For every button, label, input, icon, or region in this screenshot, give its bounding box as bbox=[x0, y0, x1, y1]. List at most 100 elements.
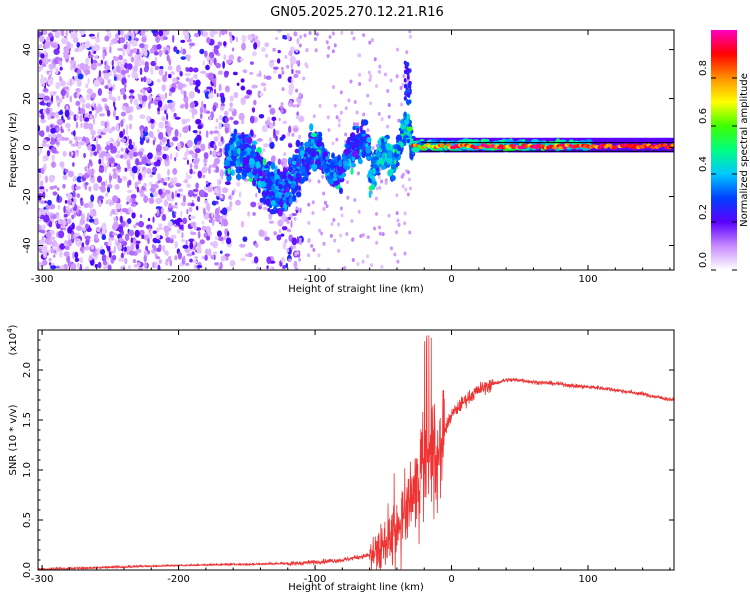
spectrogram-noise-cell bbox=[135, 248, 142, 254]
spectrogram-carrier-cell bbox=[303, 153, 308, 158]
spectrogram-noise-cell bbox=[216, 92, 219, 98]
spectrogram-noise-cell bbox=[152, 192, 158, 198]
spectrogram-noise-cell bbox=[77, 73, 84, 80]
spectrogram-noise-cell bbox=[120, 147, 124, 152]
spectrogram-noise-cell bbox=[242, 236, 248, 242]
spectrogram-carrier-cell bbox=[238, 135, 243, 140]
spectrogram-noise-cell bbox=[299, 35, 303, 40]
spectrogram-noise-cell bbox=[135, 72, 139, 80]
spectrogram-noise-cell bbox=[280, 257, 286, 263]
spectrogram-noise-cell bbox=[124, 257, 128, 265]
spectrogram-noise-cell bbox=[139, 229, 145, 236]
spectrogram-noise-cell bbox=[181, 232, 184, 239]
spectrogram-noise-cell bbox=[45, 52, 48, 58]
spectrogram-noise-cell bbox=[320, 231, 324, 236]
spectrogram-noise-cell bbox=[168, 202, 172, 209]
spectrogram-noise-cell bbox=[191, 251, 195, 256]
spectrogram-noise-cell bbox=[344, 132, 348, 137]
spectrogram-carrier-cell bbox=[261, 190, 267, 198]
spectrogram-carrier-cell bbox=[301, 158, 305, 165]
x-tick-label: 100 bbox=[578, 274, 597, 285]
spectrogram-noise-cell bbox=[164, 109, 167, 115]
spectrogram-noise-cell bbox=[85, 238, 90, 246]
spectrogram-noise-cell bbox=[214, 236, 219, 240]
spectrogram-noise-cell bbox=[65, 205, 70, 211]
spectrogram-noise-cell bbox=[164, 250, 169, 256]
spectrogram-noise-cell bbox=[67, 198, 71, 206]
spectrogram-noise-cell bbox=[51, 95, 54, 103]
spectrogram-noise-cell bbox=[59, 250, 63, 258]
spectrogram-noise-cell bbox=[223, 110, 229, 117]
spectrogram-carrier-cell bbox=[287, 166, 293, 172]
spectrogram-noise-cell bbox=[58, 230, 65, 239]
spectrogram-noise-cell bbox=[132, 47, 138, 54]
spectrogram-noise-cell bbox=[143, 43, 149, 50]
spectrogram-carrier-cell bbox=[294, 148, 300, 154]
spectrogram-noise-cell bbox=[347, 98, 351, 103]
spectrogram-noise-cell bbox=[289, 55, 296, 64]
spectrogram-noise-cell bbox=[189, 215, 196, 220]
spectrogram-noise-cell bbox=[274, 36, 279, 40]
spectrogram-noise-cell bbox=[140, 77, 144, 82]
spectrogram-carrier-cell bbox=[356, 146, 361, 151]
spectrogram-noise-cell bbox=[143, 50, 148, 57]
spectrogram-noise-cell bbox=[202, 60, 205, 66]
spectrogram-noise-cell bbox=[57, 205, 61, 210]
spectrogram-noise-cell bbox=[163, 46, 166, 54]
spectrogram-noise-cell bbox=[307, 239, 311, 244]
spectrogram-noise-cell bbox=[60, 89, 66, 97]
spectrogram-carrier-cell bbox=[224, 143, 230, 152]
spectrogram-noise-cell bbox=[332, 217, 336, 222]
spectrogram-noise-cell bbox=[134, 30, 139, 35]
spectrogram-noise-cell bbox=[128, 264, 131, 270]
spectrogram-noise-cell bbox=[104, 121, 108, 129]
spectrogram-noise-cell bbox=[55, 95, 60, 101]
x-tick-label: -100 bbox=[304, 574, 327, 585]
spectrogram-noise-cell bbox=[219, 195, 224, 199]
spectrogram-noise-cell bbox=[370, 263, 374, 268]
spectrogram-carrier-cell bbox=[338, 159, 342, 165]
spectrogram-noise-cell bbox=[223, 54, 227, 61]
spectrogram-noise-cell bbox=[233, 91, 239, 99]
spectrogram-noise-cell bbox=[161, 84, 167, 92]
spectrogram-noise-cell bbox=[339, 233, 343, 238]
spectrogram-noise-cell bbox=[269, 123, 274, 129]
spectrogram-noise-cell bbox=[105, 105, 109, 112]
spectrogram-noise-cell bbox=[83, 173, 90, 179]
spectrogram-noise-cell bbox=[51, 146, 57, 154]
spectrogram-noise-cell bbox=[260, 82, 266, 86]
spectrogram-noise-cell bbox=[150, 60, 157, 67]
spectrogram-noise-cell bbox=[93, 234, 98, 239]
spectrogram-noise-cell bbox=[45, 188, 49, 192]
spectrogram-noise-cell bbox=[154, 96, 162, 101]
spectrogram-noise-cell bbox=[298, 92, 302, 97]
spectrogram-noise-cell bbox=[353, 100, 357, 105]
spectrogram-noise-cell bbox=[44, 175, 49, 184]
spectrogram-noise-cell bbox=[311, 200, 315, 205]
spectrogram-noise-cell bbox=[104, 64, 111, 71]
spectrogram-noise-cell bbox=[71, 222, 75, 230]
spectrogram-noise-cell bbox=[124, 142, 129, 146]
spectrogram-noise-cell bbox=[307, 202, 311, 207]
spectrogram-carrier-cell bbox=[361, 149, 367, 158]
spectrogram-spike-cell bbox=[406, 67, 410, 72]
spectrogram-noise-cell bbox=[212, 240, 219, 249]
spectrogram-noise-cell bbox=[305, 47, 309, 52]
colorbar-gradient bbox=[711, 30, 737, 270]
spectrogram-noise-cell bbox=[269, 59, 275, 63]
spectrogram-noise-cell bbox=[381, 232, 385, 237]
spectrogram-noise-cell bbox=[40, 53, 45, 59]
spectrogram-noise-cell bbox=[158, 223, 163, 227]
spectrogram-noise-cell bbox=[211, 218, 215, 227]
spectrogram-noise-cell bbox=[127, 162, 131, 170]
spectrogram-noise-cell bbox=[130, 244, 135, 252]
spectrogram-noise-cell bbox=[40, 118, 47, 124]
spectrogram-noise-cell bbox=[157, 129, 160, 133]
spectrogram-carrier-cell bbox=[331, 152, 335, 159]
spectrogram-noise-cell bbox=[188, 238, 195, 243]
spectrogram-noise-cell bbox=[119, 36, 126, 44]
colorbar-tick-label: 0.8 bbox=[698, 60, 709, 76]
spectrogram-noise-cell bbox=[75, 149, 79, 154]
y-tick-label: 40 bbox=[22, 43, 33, 56]
spectrogram-noise-cell bbox=[76, 225, 83, 232]
